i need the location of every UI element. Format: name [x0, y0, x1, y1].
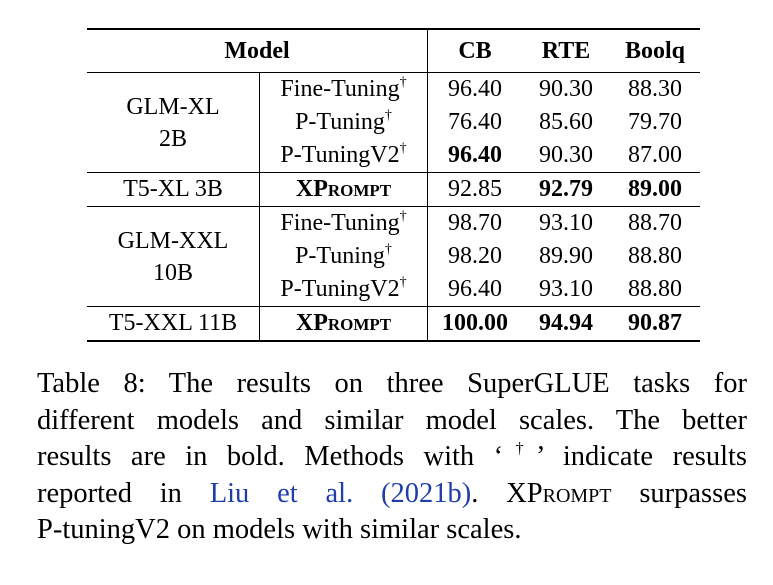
table-row: GLM-XXL 10B Fine-Tuning† 98.70 93.10 88.…: [87, 206, 700, 307]
boolq-value: 88.80: [628, 243, 682, 270]
caption-line: different models and similar model scale…: [37, 404, 747, 436]
cb-value: 96.40: [427, 273, 522, 307]
table-row: P-TuningV2† 96.40 93.10 88.80: [87, 273, 700, 307]
caption-line: reported in Liu et al. (2021b). XPrompt …: [37, 476, 747, 513]
boolq-value: 88.70: [610, 206, 700, 240]
method-name: P-TuningV2: [280, 276, 400, 303]
caption-text: reported in: [37, 477, 210, 509]
method-cell: P-Tuning†: [259, 106, 428, 139]
rte-value: 85.60: [539, 109, 593, 136]
boolq-value: 90.87: [610, 306, 700, 342]
model-cell-t5-xl: T5-XL 3B: [87, 172, 260, 207]
cb-value: 96.40: [427, 139, 522, 173]
model-size: 2B: [158, 125, 187, 152]
model-cell-glm-xl: GLM-XL 2B: [87, 72, 260, 173]
table-row: GLM-XL 2B Fine-Tuning† 96.40 90.30 88.30: [87, 72, 700, 173]
table-row: P-Tuning† 76.40 85.60 79.70: [87, 106, 700, 139]
model-size: 10B: [152, 259, 193, 286]
caption-text: . X: [471, 477, 527, 509]
boolq-value: 89.00: [610, 172, 700, 207]
cb-value: 98.70: [427, 206, 522, 240]
results-table: Model CB RTE Boolq GLM-XL 2B Fine-Tuning…: [87, 28, 700, 342]
model-cell-glm-xxl: GLM-XXL 10B: [87, 206, 260, 307]
method-cell: P-Tuning†: [259, 240, 428, 273]
model-name: GLM-XL: [126, 93, 220, 120]
table-row: P-TuningV2† 96.40 90.30 87.00: [87, 139, 700, 173]
caption-line: P-tuningV2 on models with similar scales…: [37, 514, 522, 545]
table-row: T5-XL 3B XPrompt 92.85 92.79 89.00: [87, 172, 700, 207]
method-name: P-Tuning: [295, 109, 385, 136]
dagger-mark: †: [384, 242, 392, 258]
caption-method-name: Prompt: [526, 477, 612, 509]
table-row: T5-XXL 11B XPrompt 100.00 94.94 90.87: [87, 306, 700, 342]
header-boolq: Boolq: [610, 28, 700, 73]
rte-value: 90.30: [522, 72, 610, 106]
method-cell: Fine-Tuning†: [259, 206, 428, 240]
model-name: GLM-XXL: [117, 227, 229, 254]
model-cell-t5-xxl: T5-XXL 11B: [87, 306, 260, 342]
table-row: P-Tuning† 98.20 89.90 88.80: [87, 240, 700, 273]
cb-value: 96.40: [427, 72, 522, 106]
method-name: Fine-Tuning: [280, 76, 400, 103]
dagger-mark: †: [503, 440, 536, 457]
dagger-mark: †: [399, 275, 407, 291]
rte-value: 93.10: [522, 206, 610, 240]
boolq-value: 88.80: [628, 276, 682, 303]
cb-value: 100.00: [427, 306, 522, 342]
citation-link[interactable]: Liu et al. (2021b): [209, 477, 472, 509]
boolq-value: 79.70: [628, 109, 682, 136]
caption-text: results are in bold. Methods with ‘: [37, 441, 504, 472]
method-name-initial: X: [295, 310, 314, 337]
header-model: Model: [87, 28, 428, 73]
caption-line: Table 8: The results on three SuperGLUE …: [37, 368, 747, 399]
table-header-row: Model CB RTE Boolq: [87, 28, 700, 73]
method-name-rest: Prompt: [313, 176, 392, 203]
dagger-mark: †: [399, 75, 407, 91]
cb-value: 76.40: [427, 106, 522, 139]
caption-line: results are in bold. Methods with ‘†’ in…: [37, 439, 747, 476]
method-cell: P-TuningV2†: [259, 139, 428, 173]
boolq-value: 88.30: [610, 72, 700, 106]
method-cell: XPrompt: [259, 172, 428, 207]
dagger-mark: †: [399, 141, 407, 157]
dagger-mark: †: [399, 209, 407, 225]
method-cell: P-TuningV2†: [259, 273, 428, 307]
dagger-mark: †: [384, 108, 392, 124]
rte-value: 89.90: [539, 243, 593, 270]
rte-value: 93.10: [539, 276, 593, 303]
method-name: P-Tuning: [295, 243, 385, 270]
header-cb: CB: [427, 28, 522, 73]
method-name: P-TuningV2: [280, 142, 400, 169]
method-cell: XPrompt: [259, 306, 428, 342]
caption-text: surpasses: [611, 477, 747, 509]
cb-value: 98.20: [427, 240, 522, 273]
method-name: Fine-Tuning: [280, 210, 400, 237]
header-rte: RTE: [522, 28, 610, 73]
rte-value: 94.94: [522, 306, 610, 342]
table-caption: Table 8: The results on three SuperGLUE …: [37, 366, 747, 549]
rte-value: 92.79: [522, 172, 610, 207]
caption-text: ’ indicate results: [535, 441, 748, 472]
cb-value: 92.85: [427, 172, 522, 207]
method-name-initial: X: [295, 176, 314, 203]
boolq-value: 87.00: [628, 142, 682, 169]
rte-value: 90.30: [539, 142, 593, 169]
method-name-rest: Prompt: [313, 310, 392, 337]
method-cell: Fine-Tuning†: [259, 72, 428, 106]
